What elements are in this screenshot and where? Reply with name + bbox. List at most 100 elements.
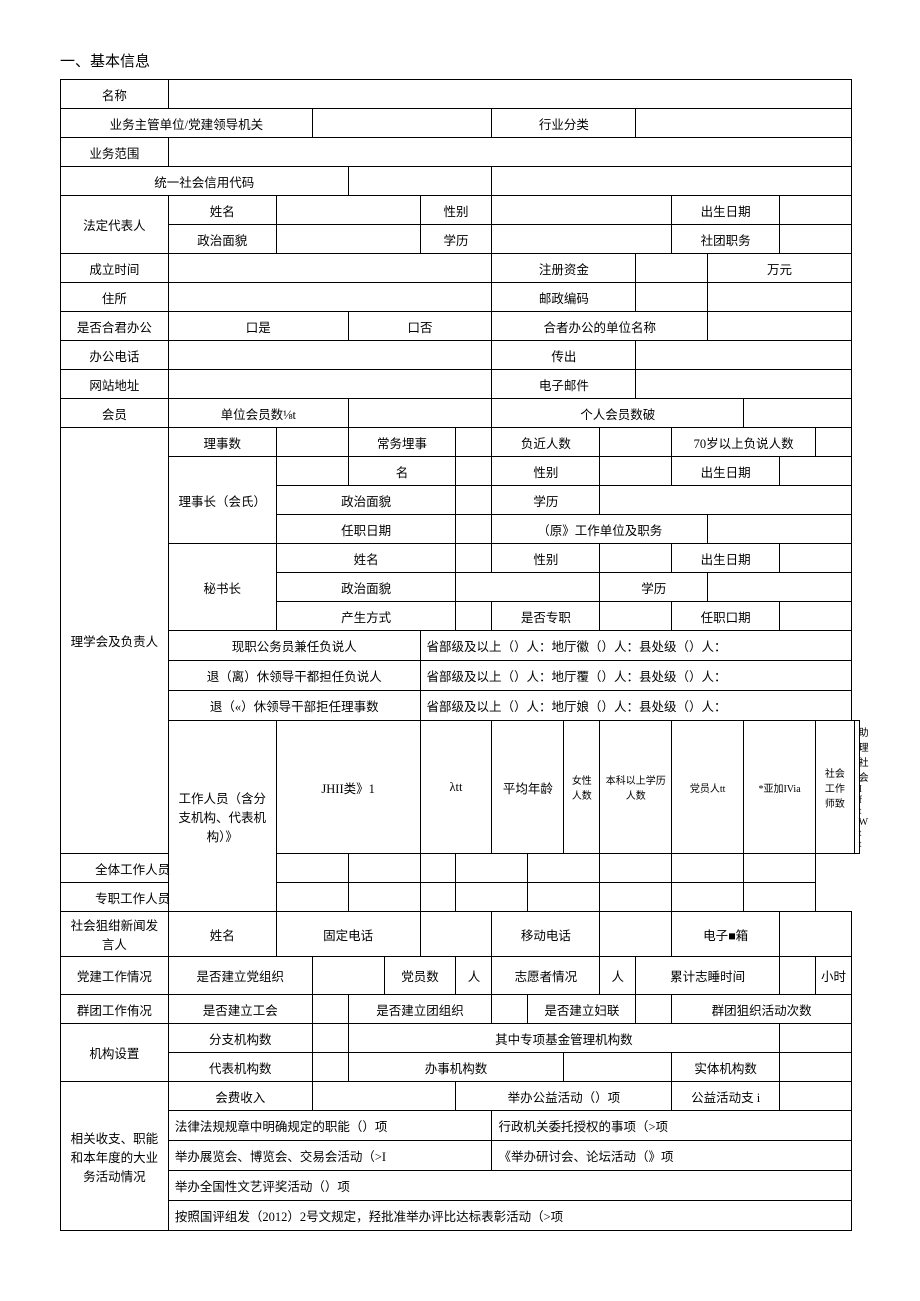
label-commend: 按照国评组发（2012）2号文规定，羟批准举办评比达标表彰活动（>项 bbox=[168, 1201, 851, 1231]
field-authority[interactable] bbox=[312, 109, 492, 138]
label-email: 电子邮件 bbox=[492, 370, 636, 399]
field-fund-mgmt[interactable] bbox=[780, 1024, 852, 1053]
label-party-count: 党员数 bbox=[384, 957, 456, 995]
field-postcode-v[interactable] bbox=[708, 283, 852, 312]
field-website[interactable] bbox=[168, 370, 492, 399]
label-social-worker: 社会工作师致 bbox=[816, 721, 855, 854]
label-name: 名称 bbox=[61, 80, 169, 109]
field-union[interactable] bbox=[312, 995, 348, 1024]
label-ch-gender: 性别 bbox=[492, 457, 600, 486]
label-lr-edu: 学历 bbox=[420, 225, 492, 254]
field-retired-dir-levels[interactable]: 省部级及以上（）人：地厅娘（）人：县处级（）人： bbox=[420, 691, 851, 721]
f-as-8[interactable] bbox=[744, 854, 816, 883]
field-sg-fulltime[interactable] bbox=[600, 602, 672, 631]
checkbox-yes[interactable]: 口是 bbox=[168, 312, 348, 341]
field-indiv-members[interactable] bbox=[744, 399, 852, 428]
field-civil-levels[interactable]: 省部级及以上（）人：地厅徽（）人：县处级（）人： bbox=[420, 631, 851, 661]
field-shared-unit[interactable] bbox=[708, 312, 852, 341]
field-sg-name[interactable] bbox=[456, 544, 492, 573]
field-sg-politics[interactable] bbox=[456, 573, 600, 602]
label-asst-sw: 助理社会IftWtt bbox=[854, 721, 859, 854]
f-as-5[interactable] bbox=[528, 854, 600, 883]
field-ch-name[interactable] bbox=[456, 457, 492, 486]
field-sp-tel[interactable] bbox=[420, 912, 492, 957]
f-ft-4[interactable] bbox=[456, 883, 528, 912]
field-lr-edu[interactable] bbox=[492, 225, 672, 254]
field-email[interactable] bbox=[636, 370, 852, 399]
label-female: 女性人数 bbox=[564, 721, 600, 854]
f-ft-7[interactable] bbox=[672, 883, 744, 912]
label-council: 理学会及负责人 bbox=[61, 428, 169, 854]
field-sg-method[interactable] bbox=[456, 602, 492, 631]
form-table: 名称 业务主管单位/党建领导机关 行业分类 业务范围 统一社会信用代码 法定代表… bbox=[60, 79, 860, 1231]
label-unit-members: 单位会员数⅛t bbox=[168, 399, 348, 428]
field-name[interactable] bbox=[168, 80, 851, 109]
field-standing[interactable] bbox=[456, 428, 492, 457]
field-lr-name[interactable] bbox=[276, 196, 420, 225]
field-lr-gender[interactable] bbox=[492, 196, 672, 225]
field-ch-name-pre[interactable] bbox=[276, 457, 348, 486]
field-over70[interactable] bbox=[816, 428, 852, 457]
field-rep-org[interactable] bbox=[312, 1053, 348, 1082]
field-industry[interactable] bbox=[636, 109, 852, 138]
field-founded[interactable] bbox=[168, 254, 492, 283]
label-avg-age: 平均年龄 bbox=[492, 721, 564, 854]
field-ch-gender[interactable] bbox=[600, 457, 672, 486]
field-branch[interactable] bbox=[312, 1024, 348, 1053]
f-ft-6[interactable] bbox=[600, 883, 672, 912]
field-party-est[interactable] bbox=[312, 957, 384, 995]
field-uscc-2[interactable] bbox=[492, 167, 852, 196]
field-fee-income[interactable] bbox=[312, 1082, 456, 1111]
label-ft-staff: 专职工作人员 bbox=[61, 883, 205, 912]
field-ch-appt[interactable] bbox=[456, 515, 492, 544]
field-women[interactable] bbox=[636, 995, 672, 1024]
field-lr-politics[interactable] bbox=[276, 225, 420, 254]
field-unit-members[interactable] bbox=[348, 399, 492, 428]
field-ch-dob[interactable] bbox=[780, 457, 852, 486]
f-as-1[interactable] bbox=[276, 854, 348, 883]
field-directors[interactable] bbox=[276, 428, 348, 457]
field-fax[interactable] bbox=[636, 341, 852, 370]
f-as-3[interactable] bbox=[420, 854, 456, 883]
field-address[interactable] bbox=[168, 283, 492, 312]
field-fuze[interactable] bbox=[600, 428, 672, 457]
field-vol-hours[interactable] bbox=[780, 957, 816, 995]
label-fax: 传出 bbox=[492, 341, 636, 370]
label-fuze: 负近人数 bbox=[492, 428, 600, 457]
f-as-7[interactable] bbox=[672, 854, 744, 883]
label-civil-servant: 现职公务员兼任负说人 bbox=[168, 631, 420, 661]
field-scope[interactable] bbox=[168, 138, 851, 167]
label-shared-office: 是否合君办公 bbox=[61, 312, 169, 341]
field-sg-dob[interactable] bbox=[780, 544, 852, 573]
field-reg-capital[interactable] bbox=[636, 254, 708, 283]
field-lr-post[interactable] bbox=[780, 225, 852, 254]
field-lr-dob[interactable] bbox=[780, 196, 852, 225]
field-retired-levels[interactable]: 省部级及以上（）人：地厅覆（）人：县处级（）人： bbox=[420, 661, 851, 691]
f-ft-3[interactable] bbox=[420, 883, 456, 912]
label-entity: 实体机构数 bbox=[672, 1053, 780, 1082]
field-ch-orig[interactable] bbox=[708, 515, 852, 544]
field-sg-appt[interactable] bbox=[780, 602, 852, 631]
field-sg-edu[interactable] bbox=[708, 573, 852, 602]
f-as-2[interactable] bbox=[348, 854, 420, 883]
field-uscc-1[interactable] bbox=[348, 167, 492, 196]
field-ch-edu[interactable] bbox=[600, 486, 852, 515]
field-office-tel[interactable] bbox=[168, 341, 492, 370]
field-office[interactable] bbox=[564, 1053, 672, 1082]
field-sp-mobile[interactable] bbox=[600, 912, 672, 957]
f-as-6[interactable] bbox=[600, 854, 672, 883]
checkbox-no[interactable]: 口否 bbox=[348, 312, 492, 341]
field-entity[interactable] bbox=[780, 1053, 852, 1082]
f-ft-5[interactable] bbox=[528, 883, 600, 912]
label-retired-director: 退（«）休领导干部拒任理事数 bbox=[168, 691, 420, 721]
f-ft-8[interactable] bbox=[744, 883, 816, 912]
f-as-4[interactable] bbox=[456, 854, 528, 883]
field-charity-exp[interactable] bbox=[780, 1082, 852, 1111]
field-youth[interactable] bbox=[492, 995, 528, 1024]
field-sp-email[interactable] bbox=[780, 912, 852, 957]
field-ch-politics[interactable] bbox=[456, 486, 492, 515]
field-sg-gender[interactable] bbox=[600, 544, 672, 573]
f-ft-2[interactable] bbox=[348, 883, 420, 912]
f-ft-1[interactable] bbox=[276, 883, 348, 912]
field-postcode[interactable] bbox=[636, 283, 708, 312]
